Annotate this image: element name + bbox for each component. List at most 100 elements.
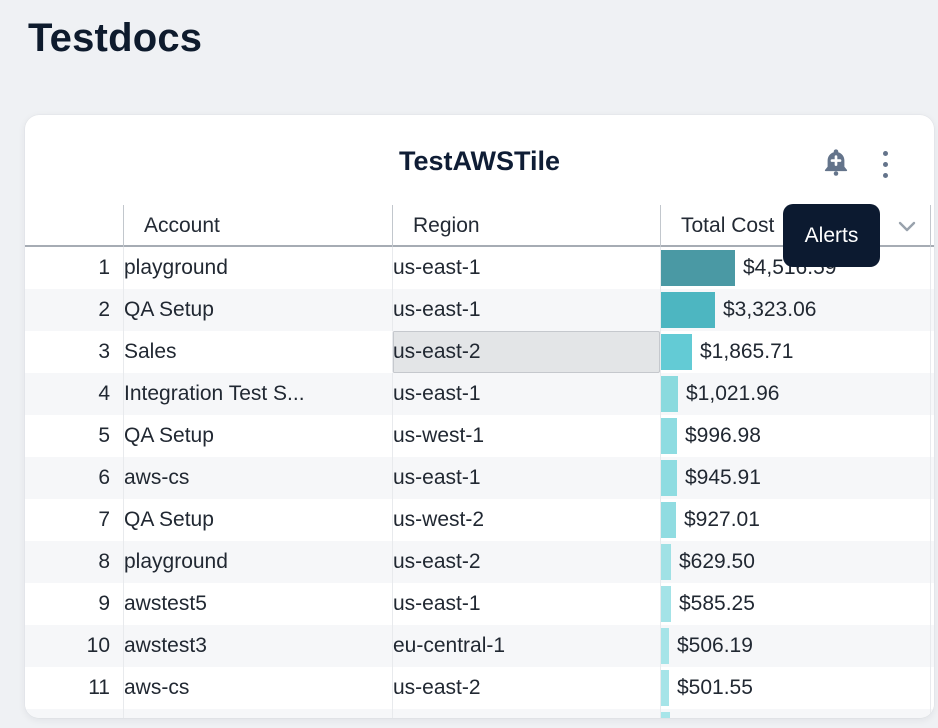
cell-region[interactable] <box>392 709 660 718</box>
row-index: 9 <box>98 592 110 615</box>
cell-total-cost[interactable]: $1,865.71 <box>660 331 930 373</box>
cell-region[interactable]: us-east-2 <box>392 667 660 709</box>
cell-next <box>930 373 934 415</box>
cell-account[interactable]: QA Setup <box>123 289 392 331</box>
cost-value: $501.55 <box>677 676 753 699</box>
table-row[interactable]: 1 playground us-east-1 $4,516.59 <box>25 247 934 289</box>
cost-bar <box>661 544 671 580</box>
cell-next <box>930 457 934 499</box>
cell-next <box>930 583 934 625</box>
row-index: 2 <box>98 298 110 321</box>
cost-value: $506.19 <box>677 634 753 657</box>
cell-region[interactable]: us-west-2 <box>392 499 660 541</box>
cell-region[interactable]: us-east-1 <box>392 457 660 499</box>
table-row[interactable]: 5 QA Setup us-west-1 $996.98 <box>25 415 934 457</box>
dashboard-tile: TestAWSTile Account Region Total Cost 1 … <box>25 115 934 718</box>
cell-account[interactable]: playground <box>123 247 392 289</box>
cost-value: $3,323.06 <box>723 298 817 321</box>
table-row[interactable]: 3 Sales us-east-2 $1,865.71 <box>25 331 934 373</box>
cell-next <box>930 331 934 373</box>
cell-account[interactable]: awstest5 <box>123 583 392 625</box>
cell-account[interactable]: aws-cs <box>123 667 392 709</box>
kebab-menu-icon <box>882 150 888 178</box>
cell-account[interactable] <box>123 709 392 718</box>
cost-bar <box>661 292 715 328</box>
cost-bar <box>661 376 678 412</box>
cost-bar <box>661 502 676 538</box>
cost-value: $629.50 <box>679 550 755 573</box>
cell-next <box>930 667 934 709</box>
cost-bar <box>661 334 692 370</box>
cell-region[interactable]: us-east-1 <box>392 247 660 289</box>
cell-total-cost[interactable]: $629.50 <box>660 541 930 583</box>
cell-total-cost[interactable] <box>660 709 930 718</box>
cell-account[interactable]: QA Setup <box>123 499 392 541</box>
chevron-down-icon[interactable] <box>896 220 918 233</box>
cost-bar <box>661 250 735 286</box>
cell-account[interactable]: aws-cs <box>123 457 392 499</box>
table-row[interactable]: 11 aws-cs us-east-2 $501.55 <box>25 667 934 709</box>
cell-next <box>930 625 934 667</box>
cell-region[interactable]: us-west-1 <box>392 415 660 457</box>
cell-region[interactable]: us-east-1 <box>392 289 660 331</box>
row-index: 5 <box>98 424 110 447</box>
row-index: 1 <box>98 256 110 279</box>
table-row[interactable]: 9 awstest5 us-east-1 $585.25 <box>25 583 934 625</box>
table-row[interactable]: 8 playground us-east-2 $629.50 <box>25 541 934 583</box>
row-index: 4 <box>98 382 110 405</box>
row-index: 7 <box>98 508 110 531</box>
cost-bar <box>661 628 669 664</box>
cost-value: $585.25 <box>679 592 755 615</box>
table-row[interactable]: 4 Integration Test S... us-east-1 $1,021… <box>25 373 934 415</box>
tile-title: TestAWSTile <box>398 146 561 176</box>
column-header-total-cost[interactable]: Total Cost <box>660 205 930 247</box>
cell-region[interactable]: us-east-2 <box>392 541 660 583</box>
cost-bar <box>661 712 670 718</box>
column-header-account[interactable]: Account <box>123 205 392 247</box>
cell-region[interactable]: eu-central-1 <box>392 625 660 667</box>
cost-value: $1,021.96 <box>686 382 780 405</box>
page-title: Testdocs <box>28 16 203 60</box>
cell-total-cost[interactable]: $945.91 <box>660 457 930 499</box>
cost-bar <box>661 460 677 496</box>
column-header-region[interactable]: Region <box>392 205 660 247</box>
cell-total-cost[interactable]: $4,516.59 <box>660 247 930 289</box>
alerts-tooltip: Alerts <box>783 204 880 267</box>
cell-next <box>930 247 934 289</box>
cell-total-cost[interactable]: $996.98 <box>660 415 930 457</box>
cost-bar <box>661 586 671 622</box>
table-row[interactable] <box>25 709 934 718</box>
table-header: Account Region Total Cost <box>25 205 934 247</box>
cell-account[interactable]: playground <box>123 541 392 583</box>
cell-next <box>930 709 934 718</box>
column-header-index <box>25 205 123 247</box>
row-index: 8 <box>98 550 110 573</box>
cell-account[interactable]: Integration Test S... <box>123 373 392 415</box>
cell-region[interactable]: us-east-1 <box>392 583 660 625</box>
row-index: 10 <box>86 634 110 657</box>
cell-next <box>930 415 934 457</box>
cell-total-cost[interactable]: $927.01 <box>660 499 930 541</box>
table-row[interactable]: 2 QA Setup us-east-1 $3,323.06 <box>25 289 934 331</box>
cost-value: $1,865.71 <box>700 340 794 363</box>
row-index: 11 <box>88 676 110 699</box>
cell-total-cost[interactable]: $585.25 <box>660 583 930 625</box>
cell-account[interactable]: QA Setup <box>123 415 392 457</box>
cell-total-cost[interactable]: $506.19 <box>660 625 930 667</box>
cell-account[interactable]: awstest3 <box>123 625 392 667</box>
cell-account[interactable]: Sales <box>123 331 392 373</box>
cell-total-cost[interactable]: $3,323.06 <box>660 289 930 331</box>
cell-region[interactable]: us-east-1 <box>392 373 660 415</box>
cell-total-cost[interactable]: $501.55 <box>660 667 930 709</box>
cell-next <box>930 289 934 331</box>
add-alert-button[interactable] <box>818 146 854 182</box>
table-row[interactable]: 10 awstest3 eu-central-1 $506.19 <box>25 625 934 667</box>
table-row[interactable]: 6 aws-cs us-east-1 $945.91 <box>25 457 934 499</box>
cell-total-cost[interactable]: $1,021.96 <box>660 373 930 415</box>
tile-menu-button[interactable] <box>874 148 896 180</box>
cost-value: $945.91 <box>685 466 761 489</box>
table-row[interactable]: 7 QA Setup us-west-2 $927.01 <box>25 499 934 541</box>
cell-region[interactable]: us-east-2 <box>392 331 660 373</box>
row-index <box>25 709 123 718</box>
cost-bar <box>661 418 677 454</box>
